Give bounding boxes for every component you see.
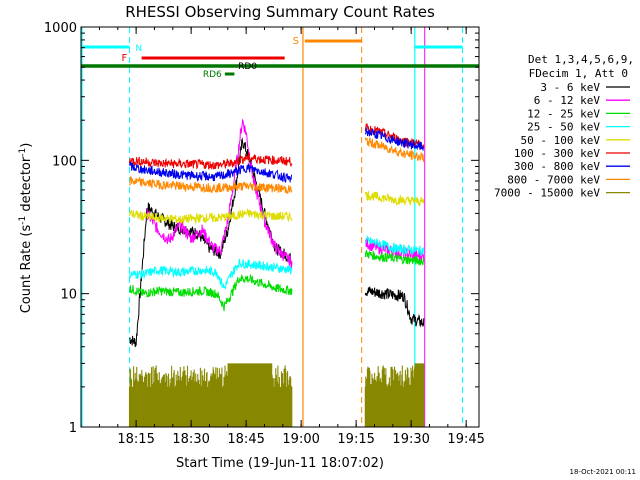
olive-band-0 <box>128 363 293 427</box>
series-line-2-seg1 <box>129 273 293 312</box>
y-axis-label: Count Rate (s-1 detector-1) <box>18 143 34 314</box>
y-axis-label-sup1: -1 <box>18 216 28 225</box>
series-line-7-seg2 <box>364 137 425 162</box>
flag-label-rd6: RD6 <box>203 70 222 80</box>
legend-label: 3 - 6 keV <box>540 81 600 94</box>
y-tick-label: 10 <box>60 288 77 303</box>
series-line-0-seg2 <box>364 286 425 328</box>
footer-timestamp: 18-Oct-2021 00:11 <box>570 468 636 476</box>
series-800-7000-kev <box>129 137 425 194</box>
y-axis-label-mid: detector <box>19 156 34 216</box>
legend-header-2: FDecim 1, Att 0 <box>529 67 628 80</box>
series-line-3-seg1 <box>129 258 293 290</box>
legend-label: 6 - 12 keV <box>534 94 601 107</box>
legend-label: 7000 - 15000 keV <box>494 187 600 200</box>
chart-title: RHESSI Observing Summary Count Rates <box>125 3 435 21</box>
legend-label: 300 - 800 keV <box>514 160 600 173</box>
legend: Det 1,3,4,5,6,9, FDecim 1, Att 0 3 - 6 k… <box>494 53 634 200</box>
legend-label: 50 - 100 keV <box>521 134 601 147</box>
x-tick-label: 18:15 <box>117 432 154 447</box>
plot-border <box>80 26 480 428</box>
legend-label: 800 - 7000 keV <box>507 173 600 186</box>
series-line-3-seg2 <box>364 235 425 256</box>
series-300-800-kev <box>129 127 425 183</box>
series-line-1-seg1 <box>146 119 293 269</box>
series-line-5-seg1 <box>129 151 293 170</box>
y-tick-label: 1000 <box>44 21 77 36</box>
legend-label: 25 - 50 keV <box>527 121 600 134</box>
x-axis-label: Start Time (19-Jun-11 18:07:02) <box>176 456 384 471</box>
flag-label-n: N <box>135 44 142 54</box>
y-axis-label-end: ) <box>19 143 34 148</box>
series-line-7-seg1 <box>129 176 293 194</box>
y-tick-label: 100 <box>52 154 77 169</box>
y-tick-label: 1 <box>69 421 77 436</box>
flags-layer: NF S RD0 RD6 <box>81 27 479 427</box>
olive-band-1 <box>364 363 425 427</box>
series-line-4-seg2 <box>364 189 425 207</box>
legend-label: 12 - 25 keV <box>527 107 600 120</box>
series-line-2-seg2 <box>364 249 425 266</box>
y-axis-label-main: Count Rate (s <box>19 225 34 314</box>
series-line-6-seg2 <box>364 127 425 152</box>
series-12-25-kev <box>129 249 425 312</box>
x-tick-label: 19:45 <box>447 432 484 447</box>
series-line-6-seg1 <box>129 161 293 183</box>
plot-frame <box>80 26 480 428</box>
x-tick-label: 19:15 <box>337 432 374 447</box>
legend-label: 100 - 300 keV <box>514 147 600 160</box>
series-25-50-kev <box>129 235 425 290</box>
x-tick-label: 18:45 <box>227 432 264 447</box>
y-axis-label-sup2: -1 <box>18 148 28 157</box>
legend-header-1: Det 1,3,4,5,6,9, <box>528 53 634 66</box>
axes-layer: 18:15 18:30 18:45 19:00 19:15 19:30 19:45 1 10 10… <box>44 21 485 447</box>
x-tick-label: 19:30 <box>392 432 429 447</box>
x-tick-label: 18:30 <box>172 432 209 447</box>
series-7000-15000-kev <box>128 363 425 427</box>
x-tick-label: 19:00 <box>282 432 319 447</box>
flag-label-f: F <box>122 53 128 64</box>
series-50-100-kev <box>129 189 425 225</box>
flag-label-s: S <box>293 36 299 47</box>
series-layer <box>128 119 425 427</box>
flag-label-rd0: RD0 <box>238 62 257 72</box>
series-line-4-seg1 <box>129 208 293 225</box>
